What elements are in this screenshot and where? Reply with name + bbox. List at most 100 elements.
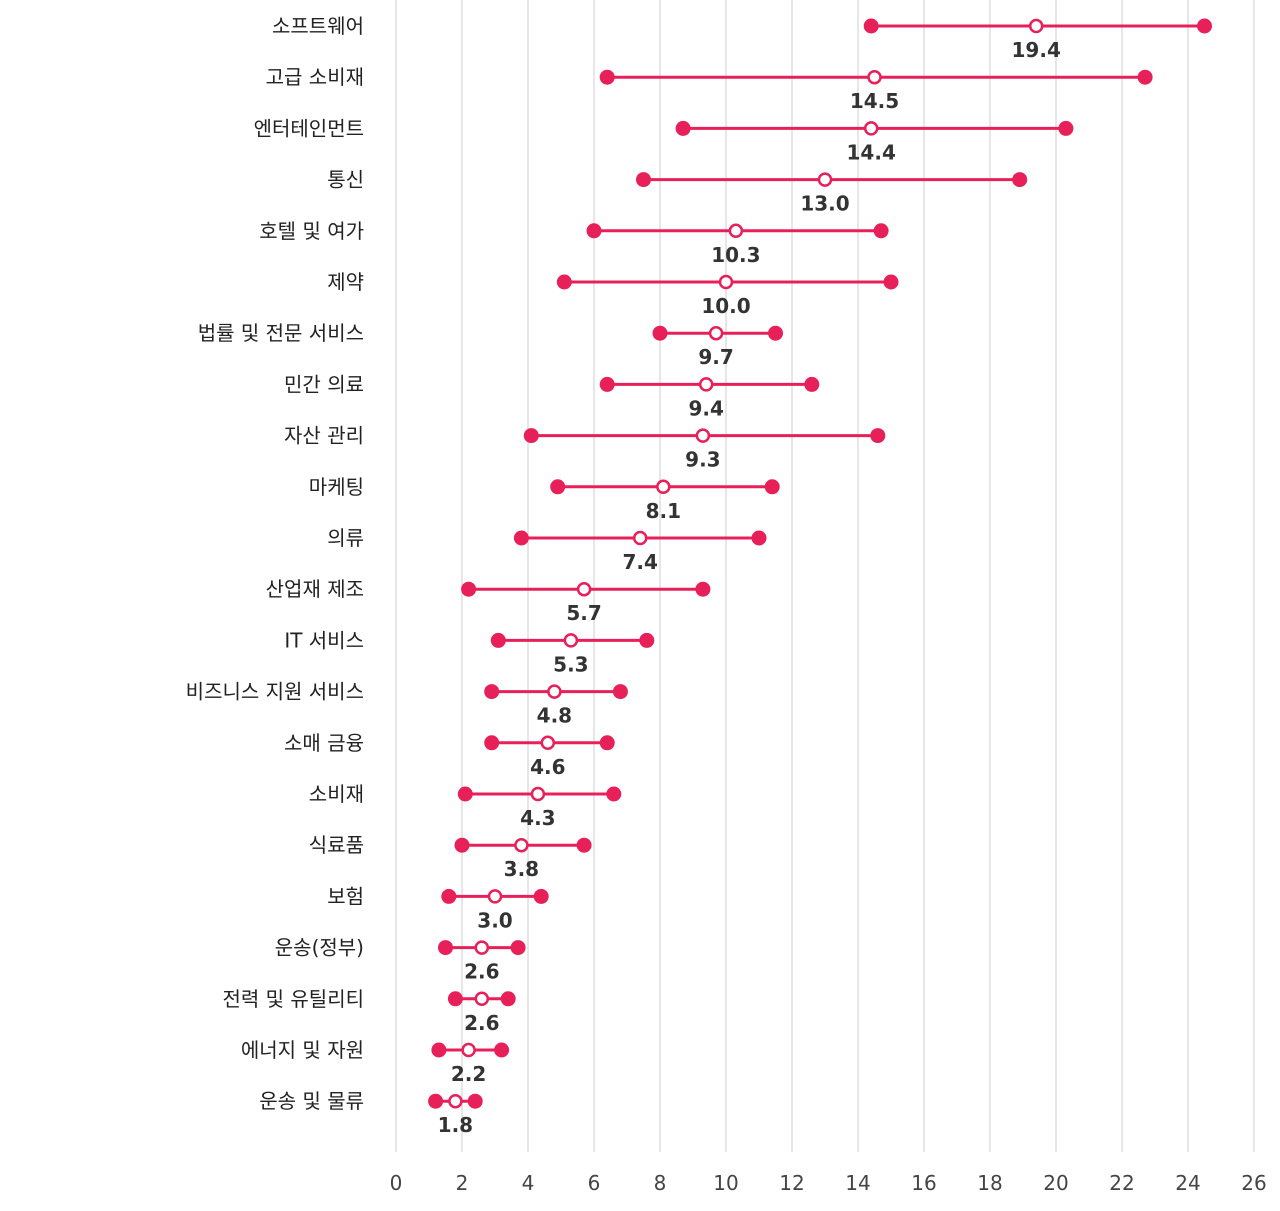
value-label: 1.8 <box>438 1113 473 1137</box>
value-label: 9.3 <box>685 448 720 472</box>
high-point <box>500 991 516 1007</box>
value-label: 10.3 <box>711 243 760 267</box>
low-point <box>457 786 473 802</box>
high-point <box>804 376 820 392</box>
mid-point <box>540 735 556 751</box>
value-label: 7.4 <box>622 550 657 574</box>
low-point <box>863 18 879 34</box>
grid-lines <box>395 0 1255 1152</box>
value-label: 9.4 <box>688 396 723 420</box>
low-point <box>490 632 506 648</box>
category-label: 에너지 및 자원 <box>241 1038 364 1062</box>
category-label: 자산 관리 <box>284 424 364 448</box>
low-point <box>431 1042 447 1058</box>
category-label: 운송 및 물류 <box>259 1089 364 1113</box>
chart-row: 보험 3.0 <box>327 884 549 932</box>
value-label: 2.6 <box>464 960 499 984</box>
low-point <box>513 530 529 546</box>
high-point <box>764 479 780 495</box>
category-label: 보험 <box>327 884 364 908</box>
x-tick-label: 16 <box>911 1171 936 1195</box>
high-point <box>883 274 899 290</box>
mid-point <box>817 172 833 187</box>
high-point <box>870 428 886 444</box>
x-axis-ticks: 0 2 4 6 8 10 12 14 16 18 20 22 24 26 <box>390 1171 1267 1195</box>
high-point <box>768 325 783 341</box>
value-label: 8.1 <box>646 499 681 523</box>
x-tick-label: 20 <box>1043 1171 1068 1195</box>
value-label: 5.3 <box>553 652 588 676</box>
mid-point <box>863 121 879 136</box>
category-label: 의류 <box>327 526 364 550</box>
x-tick-label: 2 <box>456 1171 469 1195</box>
low-point <box>438 940 453 956</box>
value-label: 13.0 <box>800 192 849 216</box>
category-label: 엔터테인먼트 <box>254 116 364 140</box>
high-point <box>751 530 767 546</box>
category-label: 운송(정부) <box>275 936 364 960</box>
x-tick-label: 26 <box>1241 1171 1266 1195</box>
category-label: 식료품 <box>309 833 364 857</box>
low-point <box>675 120 691 136</box>
value-label: 5.7 <box>566 601 601 625</box>
chart-row: 엔터테인먼트 14.4 <box>254 116 1074 164</box>
value-label: 2.2 <box>451 1062 486 1086</box>
value-label: 9.7 <box>698 345 733 369</box>
chart-row: 전력 및 유틸리티 2.6 <box>222 987 516 1035</box>
chart-row: 운송(정부) 2.6 <box>275 936 526 984</box>
mid-point <box>708 325 724 341</box>
category-label: 제약 <box>327 270 364 294</box>
category-label: 소매 금융 <box>284 731 364 755</box>
mid-point <box>461 1042 476 1058</box>
chart-row: 통신 13.0 <box>327 168 1028 216</box>
mid-point <box>656 479 671 495</box>
low-point <box>454 837 470 853</box>
value-label: 3.8 <box>504 857 539 881</box>
high-point <box>1058 120 1074 136</box>
high-point <box>873 223 889 239</box>
mid-point <box>1028 18 1044 34</box>
category-label: 산업재 제조 <box>266 577 364 601</box>
mid-point <box>530 786 546 802</box>
x-tick-label: 12 <box>779 1171 804 1195</box>
value-label: 19.4 <box>1012 38 1061 62</box>
mid-point <box>448 1093 463 1109</box>
mid-point <box>698 377 714 392</box>
chart-row: 민간 의료 9.4 <box>284 372 820 420</box>
category-label: IT 서비스 <box>284 628 364 652</box>
chart-row: 운송 및 물류 1.8 <box>259 1089 483 1137</box>
high-point <box>639 632 655 648</box>
x-tick-label: 6 <box>588 1171 601 1195</box>
high-point <box>467 1093 483 1109</box>
value-label: 4.8 <box>537 704 572 728</box>
mid-point <box>474 940 490 955</box>
low-point <box>484 735 500 751</box>
mid-point <box>695 428 711 443</box>
high-point <box>1012 172 1028 188</box>
category-label: 전력 및 유틸리티 <box>222 987 364 1011</box>
x-tick-label: 18 <box>977 1171 1002 1195</box>
chart-row: IT 서비스 5.3 <box>284 628 655 676</box>
high-point <box>1197 18 1212 34</box>
x-tick-label: 0 <box>390 1171 403 1195</box>
mid-point <box>728 223 744 239</box>
chart-row: 자산 관리 9.3 <box>284 424 886 472</box>
high-point <box>612 684 628 700</box>
high-point <box>494 1042 510 1058</box>
low-point <box>484 684 500 700</box>
category-label: 고급 소비재 <box>266 65 364 89</box>
high-point <box>1137 69 1153 85</box>
chart-row: 법률 및 전문 서비스 9.7 <box>198 321 783 369</box>
x-tick-label: 8 <box>654 1171 667 1195</box>
category-label: 통신 <box>327 168 364 192</box>
chart-row: 소프트웨어 19.4 <box>272 14 1212 62</box>
chart-rows: 소프트웨어 19.4 고급 소비재 14.5 엔터테인먼트 14.4 통신 13.0 호텔 및 … <box>186 14 1212 1137</box>
x-tick-label: 14 <box>845 1171 870 1195</box>
x-tick-label: 4 <box>522 1171 535 1195</box>
high-point <box>606 786 622 802</box>
mid-point <box>487 889 503 904</box>
low-point <box>550 479 566 495</box>
high-point <box>576 837 592 853</box>
category-label: 법률 및 전문 서비스 <box>198 321 364 345</box>
low-point <box>428 1093 444 1109</box>
